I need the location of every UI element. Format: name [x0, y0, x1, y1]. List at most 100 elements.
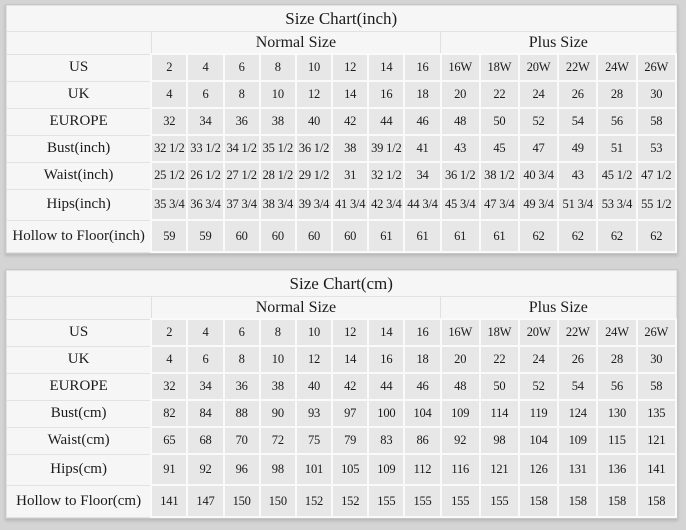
size-value-cell: 141 [150, 484, 189, 518]
size-value-cell: 112 [403, 453, 442, 486]
size-value-cell: 97 [331, 399, 370, 428]
size-value-cell: 4 [150, 80, 189, 109]
size-value-cell: 51 3/4 [557, 188, 599, 221]
row-label: US [6, 53, 152, 82]
size-value-cell: 152 [331, 484, 370, 518]
size-value-cell: 109 [439, 399, 481, 428]
size-value-cell: 18W [478, 318, 520, 347]
row-label: UK [6, 80, 152, 109]
size-value-cell: 45 3/4 [439, 188, 481, 221]
size-value-cell: 6 [186, 345, 225, 374]
size-value-cell: 98 [478, 426, 520, 455]
size-value-cell: 44 3/4 [403, 188, 442, 221]
size-value-cell: 16 [367, 345, 406, 374]
size-value-cell: 62 [557, 219, 599, 253]
size-value-cell: 4 [186, 318, 225, 347]
size-value-cell: 100 [367, 399, 406, 428]
size-value-cell: 33 1/2 [186, 134, 225, 163]
size-value-cell: 150 [222, 484, 261, 518]
size-value-cell: 38 [258, 107, 297, 136]
size-value-cell: 61 [367, 219, 406, 253]
size-value-cell: 52 [517, 107, 560, 136]
size-value-cell: 16W [439, 318, 481, 347]
size-value-cell: 54 [557, 372, 599, 401]
size-value-cell: 28 [596, 345, 638, 374]
size-value-cell: 109 [557, 426, 599, 455]
size-value-cell: 136 [596, 453, 638, 486]
size-value-cell: 14 [331, 345, 370, 374]
size-value-cell: 58 [635, 107, 678, 136]
size-value-cell: 44 [367, 372, 406, 401]
size-value-cell: 158 [596, 484, 638, 518]
size-value-cell: 53 [635, 134, 678, 163]
size-value-cell: 6 [186, 80, 225, 109]
size-value-cell: 20 [439, 345, 481, 374]
size-value-cell: 152 [294, 484, 334, 518]
size-value-cell: 114 [478, 399, 520, 428]
table-row: US 2 4 6 8 10 12 14 16 16W 18W 20W 22W 24W 26W [6, 53, 678, 82]
size-value-cell: 115 [596, 426, 638, 455]
size-value-cell: 150 [258, 484, 297, 518]
size-value-cell: 34 1/2 [222, 134, 261, 163]
size-value-cell: 34 [186, 372, 225, 401]
size-value-cell: 72 [258, 426, 297, 455]
size-value-cell: 12 [294, 345, 334, 374]
size-value-cell: 35 3/4 [150, 188, 189, 221]
plus-size-header: Plus Size [440, 31, 677, 55]
row-label: EUROPE [6, 372, 152, 401]
size-value-cell: 105 [331, 453, 370, 486]
size-value-cell: 52 [517, 372, 560, 401]
size-value-cell: 8 [222, 80, 261, 109]
size-value-cell: 6 [222, 318, 261, 347]
size-value-cell: 36 [222, 107, 261, 136]
size-value-cell: 10 [294, 318, 334, 347]
table-row: Bust(cm) 82 84 88 90 93 97 100 104 109 114 119 124 13… [6, 399, 678, 428]
table-title: Size Chart(cm) [6, 270, 677, 297]
size-value-cell: 121 [478, 453, 520, 486]
size-value-cell: 22W [557, 318, 599, 347]
size-value-cell: 29 1/2 [294, 161, 334, 190]
size-value-cell: 39 3/4 [294, 188, 334, 221]
size-value-cell: 18W [478, 53, 520, 82]
size-value-cell: 70 [222, 426, 261, 455]
size-value-cell: 82 [150, 399, 189, 428]
size-value-cell: 101 [294, 453, 334, 486]
size-value-cell: 124 [557, 399, 599, 428]
size-value-cell: 22 [478, 345, 520, 374]
table-title: Size Chart(inch) [6, 5, 677, 32]
row-label: Hips(inch) [6, 188, 152, 221]
size-value-cell: 30 [635, 80, 678, 109]
row-label: EUROPE [6, 107, 152, 136]
size-value-cell: 48 [439, 107, 481, 136]
size-value-cell: 62 [635, 219, 678, 253]
size-value-cell: 24 [517, 345, 560, 374]
size-value-cell: 41 [403, 134, 442, 163]
size-value-cell: 44 [367, 107, 406, 136]
size-value-cell: 24W [596, 53, 638, 82]
size-value-cell: 130 [596, 399, 638, 428]
size-value-cell: 24W [596, 318, 638, 347]
size-value-cell: 43 [439, 134, 481, 163]
size-value-cell: 86 [403, 426, 442, 455]
corner-cell [6, 296, 152, 320]
size-value-cell: 60 [258, 219, 297, 253]
size-value-cell: 43 [557, 161, 599, 190]
table-row: Bust(inch) 32 1/2 33 1/2 34 1/2 35 1/2 36 1/2… [6, 134, 678, 163]
size-value-cell: 40 [294, 372, 334, 401]
table-body: US 2 4 6 8 10 12 14 16 16W 18W 20W 22W 24W 26W UK 4 6 8 10 1… [6, 53, 678, 253]
size-value-cell: 47 [517, 134, 560, 163]
table-row: US 2 4 6 8 10 12 14 16 16W 18W 20W 22W 24W 26W [6, 318, 678, 347]
size-value-cell: 34 [186, 107, 225, 136]
size-value-cell: 116 [439, 453, 481, 486]
size-value-cell: 61 [478, 219, 520, 253]
row-label: UK [6, 345, 152, 374]
size-value-cell: 26 [557, 80, 599, 109]
plus-size-header: Plus Size [440, 296, 677, 320]
size-value-cell: 41 3/4 [331, 188, 370, 221]
title-row: Size Chart(cm) [6, 270, 677, 297]
size-value-cell: 24 [517, 80, 560, 109]
size-value-cell: 4 [150, 345, 189, 374]
row-label: US [6, 318, 152, 347]
size-value-cell: 88 [222, 399, 261, 428]
size-value-cell: 53 3/4 [596, 188, 638, 221]
